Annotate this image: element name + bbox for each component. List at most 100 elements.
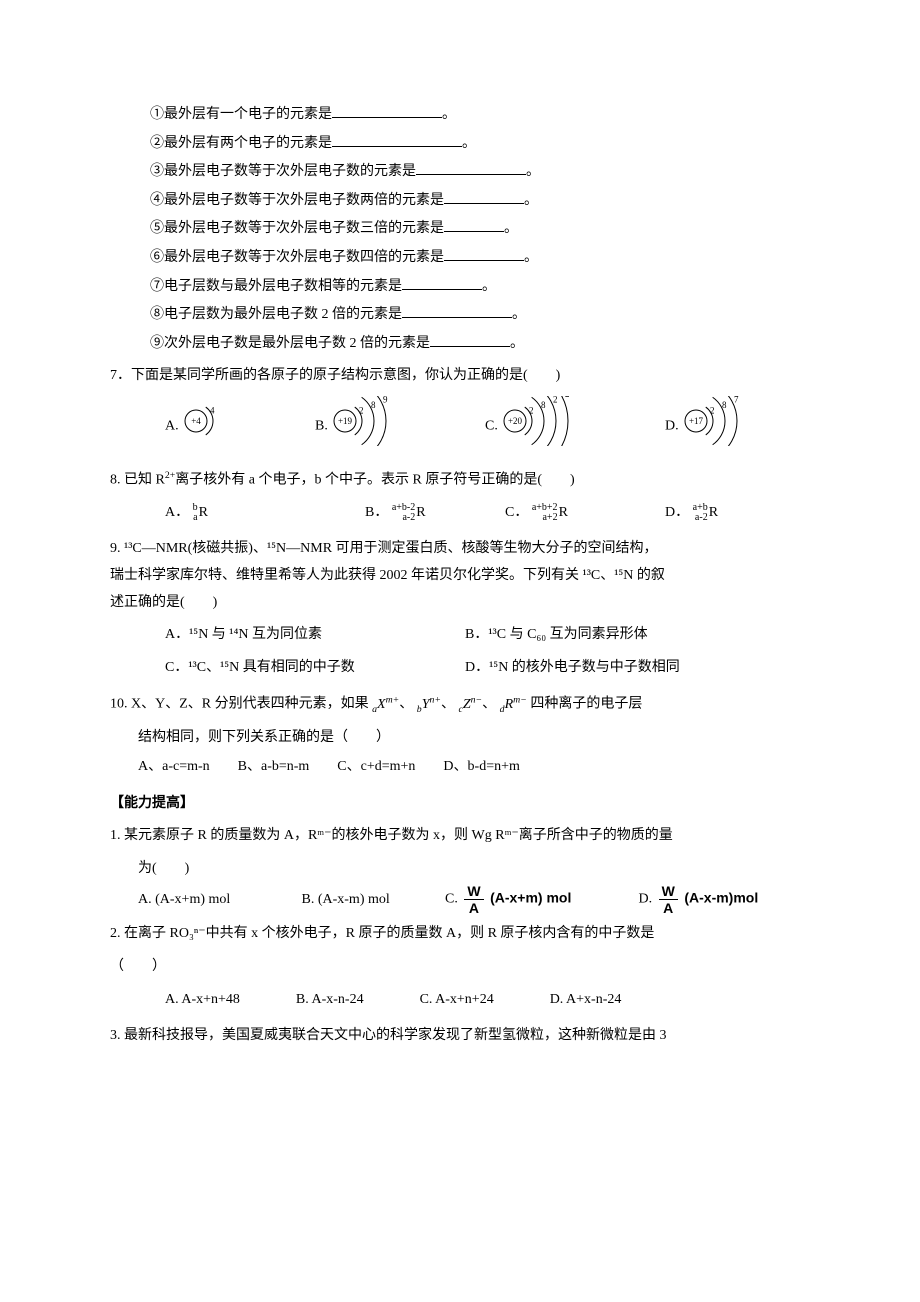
p1-option-D[interactable]: D. WA (A-x-m)mol — [639, 884, 759, 915]
svg-text:4: 4 — [210, 405, 215, 415]
ability-q2-stem: 2. 在离子 RO₃ⁿ⁻中共有 x 个核外电子，R 原子的质量数 A，则 R 原… — [110, 921, 810, 948]
q8-option-C[interactable]: C． a+b+2a+2R — [505, 500, 665, 527]
q7-option-C[interactable]: C. +202822 — [485, 396, 665, 457]
question-10-options[interactable]: A、a-c=m-n B、a-b=n-m C、c+d=m+n D、b-d=n+m — [110, 754, 810, 781]
text-pre: 8. 已知 R — [110, 472, 165, 487]
svg-text:7: 7 — [734, 396, 739, 405]
tail: 。 — [510, 336, 524, 351]
label: A． — [165, 505, 189, 520]
sep: 、 — [441, 697, 459, 712]
question-8-stem: 8. 已知 R2+离子核外有 a 个电子，b 个中子。表示 R 原子符号正确的是… — [110, 467, 810, 494]
nuclide-prefix: a+b-2a-2 — [392, 503, 415, 523]
q8-option-B[interactable]: B． a+b-2a-2R — [365, 500, 505, 527]
text-mid: 离子核外有 a 个电子，b 个中子。表示 R 原子符号正确的是( ) — [175, 472, 574, 487]
tail: 。 — [524, 250, 538, 265]
symbol: R — [709, 505, 718, 520]
tail: 。 — [512, 307, 526, 322]
svg-text:8: 8 — [541, 400, 546, 410]
svg-text:+17: +17 — [689, 416, 704, 426]
tail: 。 — [504, 221, 518, 236]
svg-text:2: 2 — [710, 405, 715, 415]
blank[interactable] — [402, 303, 512, 318]
section-heading-ability: 【能力提高】 — [110, 791, 810, 818]
p1-option-A[interactable]: A. (A-x+m) mol — [138, 887, 298, 914]
q9-option-B[interactable]: B．¹³C 与 C₆₀ 互为同素异形体 — [465, 622, 648, 649]
q9-option-A[interactable]: A．¹⁵N 与 ¹⁴N 互为同位素 — [165, 622, 465, 649]
ion4: dRm− — [500, 697, 527, 712]
line1: 2. 在离子 RO₃ⁿ⁻中共有 x 个核外电子，R 原子的质量数 A，则 R 原… — [110, 926, 654, 941]
svg-text:+4: +4 — [191, 416, 201, 426]
label: C. — [485, 418, 498, 433]
blank[interactable] — [444, 246, 524, 261]
blank[interactable] — [444, 217, 504, 232]
blank[interactable] — [416, 160, 526, 175]
symbol: R — [416, 505, 425, 520]
svg-text:2: 2 — [553, 396, 558, 405]
blank[interactable] — [444, 189, 524, 204]
label: A. — [165, 418, 179, 433]
label: C． — [505, 505, 528, 520]
tail: 。 — [442, 107, 456, 122]
blank[interactable] — [332, 132, 462, 147]
nuclide-prefix: a+ba-2 — [693, 503, 708, 523]
q7-option-D[interactable]: D. +17 287 — [665, 396, 760, 457]
symbol: R — [199, 505, 208, 520]
ability-q2-stem-line2: （ ） — [110, 954, 810, 981]
label: D. — [639, 892, 653, 907]
atom-diagram-icon: +202822 — [501, 396, 593, 457]
blank[interactable] — [402, 275, 482, 290]
q9-option-C[interactable]: C．¹³C、¹⁵N 具有相同的中子数 — [165, 655, 465, 682]
q7-option-B[interactable]: B. +19289 — [315, 396, 485, 457]
fraction-icon: WA — [464, 884, 483, 915]
svg-text:8: 8 — [722, 400, 727, 410]
text: ⑨次外层电子数是最外层电子数 2 倍的元素是 — [150, 336, 430, 351]
atom-diagram-icon: +17 287 — [682, 396, 760, 457]
q9-option-D[interactable]: D．¹⁵N 的核外电子数与中子数相同 — [465, 655, 680, 682]
fill-item-2: ②最外层有两个电子的元素是。 — [110, 131, 810, 158]
svg-text:+20: +20 — [508, 416, 523, 426]
nuclide-prefix: ba — [193, 503, 198, 523]
fill-item-9: ⑨次外层电子数是最外层电子数 2 倍的元素是 。 — [110, 331, 810, 358]
tail: (A-x-m)mol — [684, 890, 758, 906]
text: ⑧电子层数为最外层电子数 2 倍的元素是 — [150, 307, 402, 322]
charge: 2+ — [165, 470, 175, 481]
nuclide-prefix: a+b+2a+2 — [532, 503, 558, 523]
blank[interactable] — [332, 103, 442, 118]
tail: 。 — [526, 164, 540, 179]
text: ⑦电子层数与最外层电子数相等的元素是 — [150, 279, 402, 294]
text: ⑥最外层电子数等于次外层电子数四倍的元素是 — [150, 250, 444, 265]
svg-text:9: 9 — [383, 396, 388, 405]
svg-text:+19: +19 — [338, 416, 353, 426]
q8-option-D[interactable]: D． a+ba-2R — [665, 500, 718, 527]
q7-option-A[interactable]: A. +4 4 — [165, 396, 315, 457]
question-9-stem: 9. ¹³C—NMR(核磁共振)、¹⁵N—NMR 可用于测定蛋白质、核酸等生物大… — [110, 536, 810, 616]
question-7-options: A. +44 B. +19289 C. +202822 D. +17287 — [110, 396, 810, 457]
question-9-options: A．¹⁵N 与 ¹⁴N 互为同位素 B．¹³C 与 C₆₀ 互为同素异形体 C．… — [110, 622, 810, 681]
ability-q1-stem: 1. 某元素原子 R 的质量数为 A，Rᵐ⁻的核外电子数为 x，则 Wg Rᵐ⁻… — [110, 823, 810, 850]
fraction-icon: WA — [659, 884, 678, 915]
ability-q3-stem: 3. 最新科技报导，美国夏威夷联合天文中心的科学家发现了新型氢微粒，这种新微粒是… — [110, 1023, 810, 1050]
sep: 、 — [399, 697, 417, 712]
text: ③最外层电子数等于次外层电子数的元素是 — [150, 164, 416, 179]
svg-text:2: 2 — [359, 405, 364, 415]
q8-option-A[interactable]: A． baR — [165, 500, 365, 527]
fill-item-5: ⑤最外层电子数等于次外层电子数三倍的元素是。 — [110, 216, 810, 243]
text: ④最外层电子数等于次外层电子数两倍的元素是 — [150, 193, 444, 208]
line1: 9. ¹³C—NMR(核磁共振)、¹⁵N—NMR 可用于测定蛋白质、核酸等生物大… — [110, 536, 810, 563]
fill-item-4: ④最外层电子数等于次外层电子数两倍的元素是。 — [110, 188, 810, 215]
question-8-options: A． baR B． a+b-2a-2R C． a+b+2a+2R D． a+ba… — [110, 500, 810, 527]
blank[interactable] — [430, 332, 510, 347]
line1: 1. 某元素原子 R 的质量数为 A，Rᵐ⁻的核外电子数为 x，则 Wg Rᵐ⁻… — [110, 828, 673, 843]
fill-item-6: ⑥最外层电子数等于次外层电子数四倍的元素是 。 — [110, 245, 810, 272]
label: C. — [445, 892, 458, 907]
label: D. — [665, 418, 679, 433]
atom-diagram-icon: +19289 — [331, 396, 409, 457]
question-10-stem: 10. X、Y、Z、R 分别代表四种元素，如果 aXm+、 bYn+、 cZn−… — [110, 691, 810, 719]
p1-option-B[interactable]: B. (A-x-m) mol — [302, 887, 442, 914]
symbol: R — [559, 505, 568, 520]
svg-text:2: 2 — [529, 405, 534, 415]
p1-option-C[interactable]: C. WA (A-x+m) mol — [445, 884, 635, 915]
tail: (A-x+m) mol — [490, 890, 571, 906]
tail: 。 — [482, 279, 496, 294]
ability-q2-options[interactable]: A. A-x+n+48 B. A-x-n-24 C. A-x+n+24 D. A… — [110, 987, 810, 1014]
